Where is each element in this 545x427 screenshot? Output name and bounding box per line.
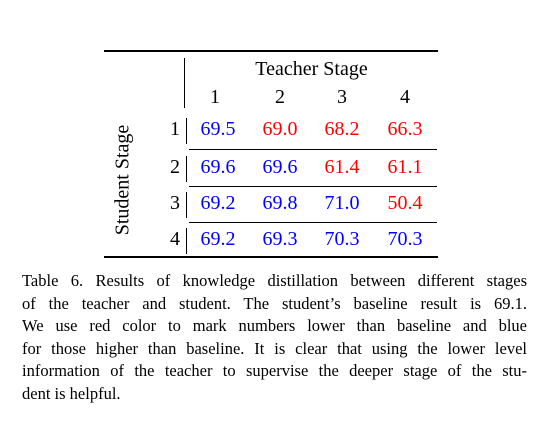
cell-s4-t4: 70.3 [387,228,423,250]
results-table: Teacher Stage 1 2 3 4 Student Stage 1 69… [104,50,438,258]
cell-s3-t2: 69.8 [262,192,298,214]
cell-s4-t1: 69.2 [200,228,236,250]
caption-line: dent is helpful. [22,383,121,403]
teacher-stage-title: Teacher Stage [255,58,368,80]
table-caption: Table 6. Results of knowledge distillati… [22,270,527,405]
caption-line: We use red color to mark numbers lower t… [22,316,527,335]
cell-s3-t4: 50.4 [387,192,423,214]
row-separator-bar [186,228,187,254]
cell-s1-t1: 69.5 [200,118,236,140]
cell-s3-t1: 69.2 [200,192,236,214]
cell-s1-t2: 69.0 [262,118,298,140]
cell-s4-t2: 69.3 [262,228,298,250]
caption-line: Table 6. Results of knowledge distillati… [22,271,527,290]
header-vertical-rule [184,58,185,108]
row-divider [189,149,437,150]
student-stage-1: 1 [170,118,180,140]
cell-s4-t3: 70.3 [324,228,360,250]
teacher-stage-3: 3 [337,86,347,108]
caption-line: for those higher than baseline. It is cl… [22,338,527,358]
row-separator-bar [186,118,187,144]
row-separator-bar [186,156,187,182]
student-stage-2: 2 [170,156,180,178]
cell-s2-t2: 69.6 [262,156,298,178]
cell-s2-t3: 61.4 [324,156,360,178]
row-separator-bar [186,192,187,218]
student-stage-title: Student Stage [111,124,134,236]
teacher-stage-2: 2 [275,86,285,108]
cell-s3-t3: 71.0 [324,192,360,214]
student-stage-3: 3 [170,192,180,214]
row-divider [189,222,437,223]
caption-line: information of the teacher to supervise … [22,361,527,380]
row-divider [189,186,437,187]
table-top-rule [104,50,438,52]
cell-s2-t4: 61.1 [387,156,423,178]
cell-s1-t3: 68.2 [324,118,360,140]
teacher-stage-4: 4 [400,86,410,108]
caption-line: of the teacher and student. The student’… [22,293,527,313]
student-stage-4: 4 [170,228,180,250]
table-bottom-rule [104,256,438,258]
teacher-stage-1: 1 [210,86,220,108]
cell-s1-t4: 66.3 [387,118,423,140]
cell-s2-t1: 69.6 [200,156,236,178]
